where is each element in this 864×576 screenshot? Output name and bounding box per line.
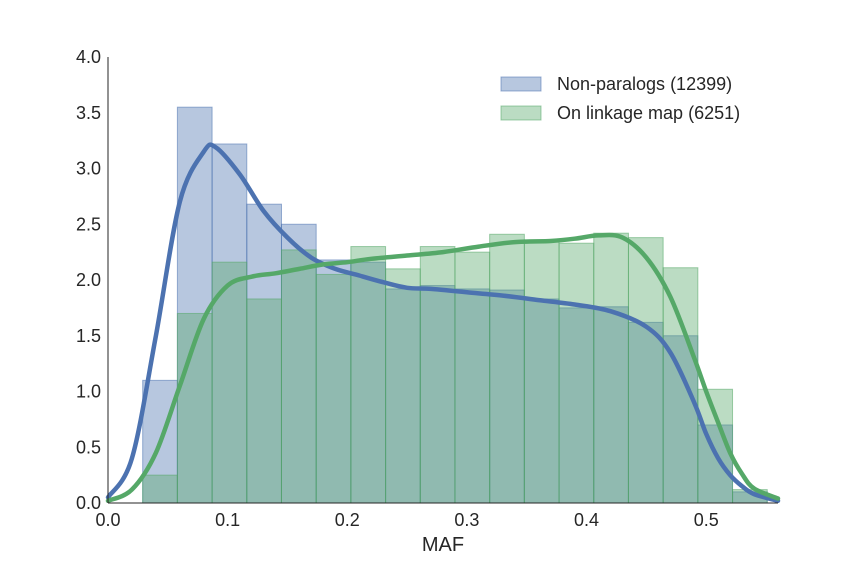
hist-bar-series-1-bin-0: [142, 474, 178, 504]
y-tick-label: 3.0: [76, 159, 101, 179]
y-tick-label: 1.0: [76, 382, 101, 402]
hist-bar-series-1-bin-5: [315, 273, 352, 504]
y-tick-label: 4.0: [76, 47, 101, 67]
x-tick-label: 0.2: [335, 510, 360, 530]
histogram-bars: [142, 106, 768, 504]
y-tick-labels: 0.0 0.5 1.0 1.5 2.0 2.5 3.0 3.5 4.0: [76, 47, 101, 513]
legend: Non-paralogs (12399) On linkage map (6251…: [500, 74, 740, 123]
hist-bar-series-1-bin-14: [627, 237, 664, 504]
axes: [107, 57, 778, 504]
hist-bar-series-1-bin-4: [280, 249, 317, 504]
x-tick-labels: 0.0 0.1 0.2 0.3 0.4 0.5: [95, 510, 718, 530]
kde-curves: [105, 142, 781, 504]
kde-curve-series-0: [105, 142, 781, 504]
legend-label-series-0: Non-paralogs (12399): [557, 74, 732, 94]
x-axis-label: MAF: [422, 534, 464, 556]
hist-bar-series-0-bin-3: [246, 203, 282, 504]
y-tick-label: 2.5: [76, 214, 101, 234]
y-tick-label: 0.0: [76, 493, 101, 513]
hist-bar-series-0-bin-1: [176, 106, 213, 504]
hist-bar-series-1-bin-3: [246, 298, 282, 504]
hist-bar-series-1-bin-6: [350, 246, 387, 504]
hist-bar-series-0-bin-13: [593, 306, 629, 504]
hist-bar-series-1-bin-7: [385, 268, 421, 504]
hist-bar-series-1-bin-12: [558, 242, 595, 504]
y-tick-label: 1.5: [76, 326, 101, 346]
x-tick-label: 0.3: [454, 510, 479, 530]
kde-curve-series-1: [105, 232, 781, 504]
hist-bar-series-1-bin-11: [523, 239, 560, 504]
x-tick-label: 0.5: [694, 510, 719, 530]
y-tick-label: 0.5: [76, 437, 101, 457]
x-tick-label: 0.1: [215, 510, 240, 530]
legend-swatch-series-0: [500, 76, 542, 92]
hist-bar-series-0-bin-11: [523, 298, 560, 504]
legend-label-series-1: On linkage map (6251): [557, 103, 740, 123]
x-tick-label: 0.4: [574, 510, 599, 530]
hist-bar-series-1-bin-13: [593, 232, 629, 504]
x-tick-label: 0.0: [95, 510, 120, 530]
hist-bar-series-0-bin-9: [454, 288, 491, 504]
hist-bar-series-0-bin-2: [211, 143, 248, 504]
hist-bar-series-1-bin-10: [489, 233, 525, 504]
hist-bar-series-1-bin-15: [662, 267, 699, 504]
y-tick-label: 2.0: [76, 270, 101, 290]
hist-bar-series-1-bin-8: [419, 246, 456, 504]
legend-swatch-series-1: [500, 105, 542, 121]
y-tick-label: 3.5: [76, 103, 101, 123]
